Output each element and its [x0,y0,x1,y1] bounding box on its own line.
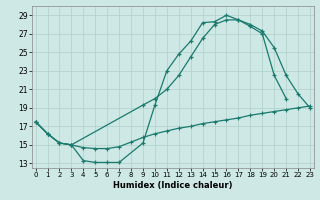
X-axis label: Humidex (Indice chaleur): Humidex (Indice chaleur) [113,181,233,190]
